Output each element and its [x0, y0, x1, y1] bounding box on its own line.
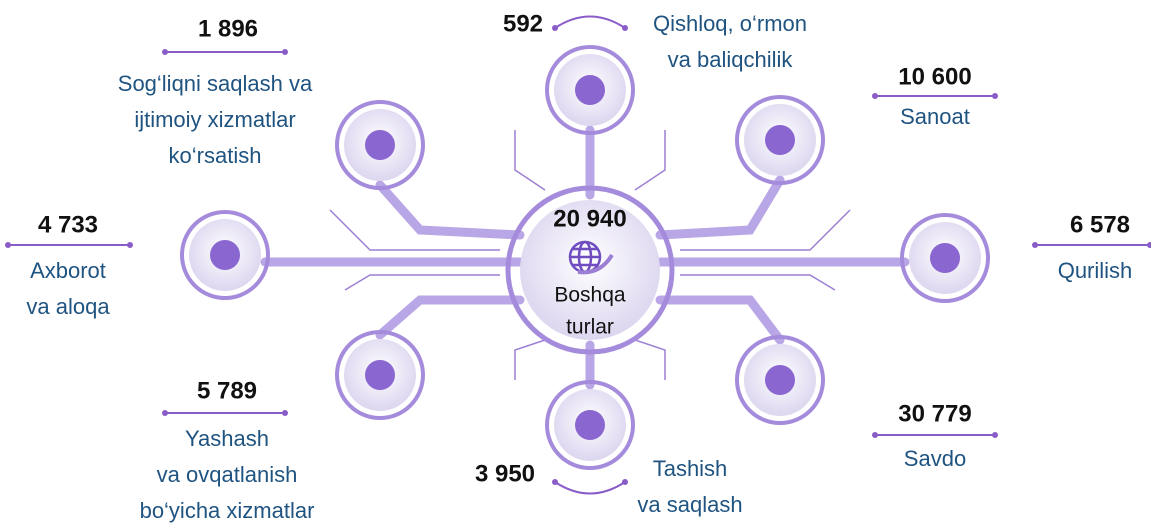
dot: [127, 242, 133, 248]
value: 4 733: [38, 211, 98, 238]
value: 6 578: [1070, 211, 1130, 238]
icon: [365, 130, 395, 160]
satellites: [180, 45, 990, 470]
icon: [210, 240, 240, 270]
icon: [765, 365, 795, 395]
dot: [282, 49, 288, 55]
value: 5 789: [197, 377, 257, 404]
dot: [872, 432, 878, 438]
dot: [552, 479, 558, 485]
labels: 1 896 Sog‘liqni saqlash va ijtimoiy xizmat…: [5, 10, 1151, 523]
label: Qishloq, o‘rmon: [653, 11, 807, 36]
dot: [5, 242, 11, 248]
label: bo‘yicha xizmatlar: [140, 498, 315, 523]
center-ring: [505, 185, 675, 355]
value: 1 896: [198, 15, 258, 42]
dot: [162, 49, 168, 55]
dot: [162, 410, 168, 416]
center-value: 20 940: [553, 205, 626, 232]
label: va ovqatlanish: [157, 462, 298, 487]
dot: [992, 432, 998, 438]
connectors: [260, 125, 910, 390]
center-label: Boshqa: [554, 284, 626, 307]
icon-ring: [735, 335, 825, 425]
value: 592: [503, 10, 543, 37]
dot: [552, 25, 558, 31]
label: Sanoat: [900, 104, 970, 129]
icon-ring: [335, 100, 425, 190]
label: Yashash: [185, 426, 269, 451]
icon-ring: [735, 95, 825, 185]
icon: [365, 360, 395, 390]
icon-ring: [900, 213, 990, 303]
icon: [575, 75, 605, 105]
label: Qurilish: [1058, 258, 1133, 283]
label: va baliqchilik: [668, 47, 794, 72]
dot: [622, 479, 628, 485]
dot: [992, 93, 998, 99]
dot: [872, 93, 878, 99]
center-label: turlar: [566, 316, 614, 339]
label: ko‘rsatish: [169, 143, 262, 168]
icon-ring: [335, 330, 425, 420]
value: 3 950: [475, 460, 535, 487]
globe-icon: [568, 240, 614, 275]
label: Sog‘liqni saqlash va: [118, 71, 313, 96]
label: Savdo: [904, 446, 966, 471]
dot: [1032, 242, 1038, 248]
arc: [554, 481, 626, 495]
value: 10 600: [898, 63, 971, 90]
icon-ring: [545, 45, 635, 135]
icon-ring: [180, 210, 270, 300]
dot: [282, 410, 288, 416]
icon: [765, 125, 795, 155]
label: Tashish: [653, 456, 728, 481]
label: Axborot: [30, 258, 106, 283]
arc: [554, 15, 626, 29]
dot: [1147, 242, 1151, 248]
icon-ring: [545, 380, 635, 470]
label: ijtimoiy xizmatlar: [134, 107, 295, 132]
icon: [930, 243, 960, 273]
label: va aloqa: [26, 294, 110, 319]
label: va saqlash: [637, 492, 742, 517]
circuit-traces: [329, 130, 851, 380]
value: 30 779: [898, 400, 971, 427]
icon: [575, 410, 605, 440]
dot: [622, 25, 628, 31]
